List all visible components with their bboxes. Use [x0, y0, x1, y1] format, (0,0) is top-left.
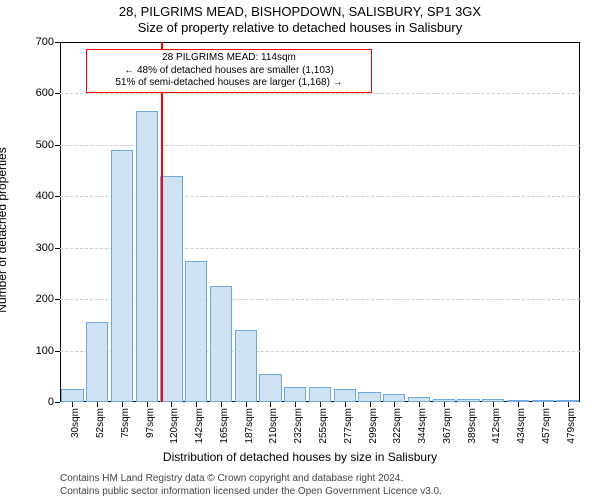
attribution-line-2: Contains public sector information licen…	[60, 486, 442, 497]
xtick-label: 210sqm	[268, 408, 279, 444]
bars-group	[60, 42, 580, 402]
histogram-bar	[160, 176, 182, 402]
ytick-label: 0	[48, 396, 54, 408]
ytick-label: 100	[36, 345, 54, 357]
xtick-label: 187sqm	[244, 408, 255, 444]
xtick-mark	[171, 402, 172, 407]
xtick-label: 479sqm	[566, 408, 577, 444]
histogram-bar	[334, 389, 356, 402]
ytick-label: 500	[36, 139, 54, 151]
ytick-label: 300	[36, 242, 54, 254]
histogram-bar	[235, 330, 257, 402]
xtick-mark	[345, 402, 346, 407]
histogram-bar	[61, 389, 83, 402]
annotation-line-3: 51% of semi-detached houses are larger (…	[93, 77, 365, 90]
histogram-bar	[309, 387, 331, 402]
xtick-label: 322sqm	[392, 408, 403, 444]
xtick-mark	[196, 402, 197, 407]
xtick-label: 97sqm	[145, 408, 156, 438]
reference-line	[161, 42, 163, 402]
xtick-label: 389sqm	[467, 408, 478, 444]
xtick-mark	[370, 402, 371, 407]
histogram-bar	[86, 322, 108, 402]
x-axis-label: Distribution of detached houses by size …	[0, 450, 600, 464]
xtick-label: 412sqm	[491, 408, 502, 444]
title-subtitle: Size of property relative to detached ho…	[0, 20, 600, 35]
xtick-label: 232sqm	[293, 408, 304, 444]
xtick-label: 142sqm	[194, 408, 205, 444]
xtick-mark	[122, 402, 123, 407]
attribution-line-1: Contains HM Land Registry data © Crown c…	[60, 473, 403, 484]
xtick-mark	[221, 402, 222, 407]
ytick-label: 200	[36, 293, 54, 305]
xtick-label: 75sqm	[120, 408, 131, 438]
xtick-mark	[444, 402, 445, 407]
annotation-line-2: ← 48% of detached houses are smaller (1,…	[93, 65, 365, 78]
xtick-label: 120sqm	[169, 408, 180, 444]
xtick-label: 367sqm	[442, 408, 453, 444]
xtick-label: 299sqm	[368, 408, 379, 444]
xtick-mark	[295, 402, 296, 407]
histogram-bar	[284, 387, 306, 402]
title-address: 28, PILGRIMS MEAD, BISHOPDOWN, SALISBURY…	[0, 4, 600, 19]
xtick-label: 165sqm	[219, 408, 230, 444]
ytick-label: 400	[36, 190, 54, 202]
xtick-mark	[270, 402, 271, 407]
xtick-label: 434sqm	[516, 408, 527, 444]
xtick-mark	[147, 402, 148, 407]
annotation-box: 28 PILGRIMS MEAD: 114sqm← 48% of detache…	[86, 49, 372, 93]
ytick-mark	[55, 402, 60, 403]
xtick-mark	[568, 402, 569, 407]
xtick-mark	[518, 402, 519, 407]
xtick-mark	[543, 402, 544, 407]
histogram-bar	[358, 392, 380, 402]
xtick-mark	[419, 402, 420, 407]
chart-container: 28, PILGRIMS MEAD, BISHOPDOWN, SALISBURY…	[0, 0, 600, 500]
xtick-label: 255sqm	[318, 408, 329, 444]
xtick-label: 277sqm	[343, 408, 354, 444]
xtick-label: 457sqm	[541, 408, 552, 444]
y-axis-label: Number of detached properties	[0, 65, 9, 230]
histogram-bar	[210, 286, 232, 402]
xtick-mark	[72, 402, 73, 407]
histogram-bar	[136, 111, 158, 402]
xtick-label: 30sqm	[70, 408, 81, 438]
annotation-line-1: 28 PILGRIMS MEAD: 114sqm	[93, 52, 365, 65]
xtick-label: 344sqm	[417, 408, 428, 444]
xtick-mark	[97, 402, 98, 407]
histogram-bar	[185, 261, 207, 402]
xtick-label: 52sqm	[95, 408, 106, 438]
xtick-mark	[493, 402, 494, 407]
xtick-mark	[320, 402, 321, 407]
plot-area: 010020030040050060070030sqm52sqm75sqm97s…	[60, 42, 580, 402]
xtick-mark	[394, 402, 395, 407]
histogram-bar	[259, 374, 281, 402]
histogram-bar	[111, 150, 133, 402]
histogram-bar	[383, 394, 405, 402]
xtick-mark	[469, 402, 470, 407]
ytick-label: 600	[36, 87, 54, 99]
xtick-mark	[246, 402, 247, 407]
ytick-label: 700	[36, 36, 54, 48]
